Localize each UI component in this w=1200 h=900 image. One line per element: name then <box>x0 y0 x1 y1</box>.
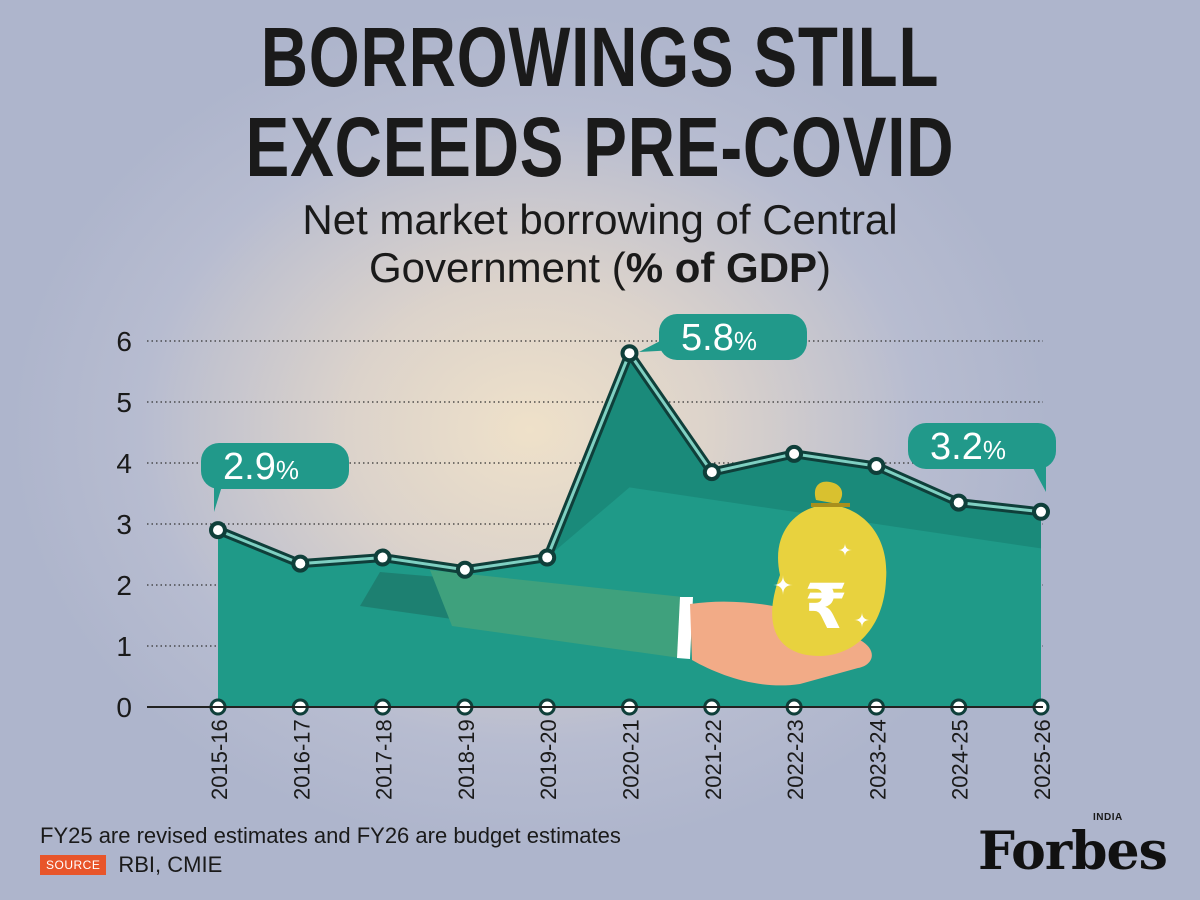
callouts: 2.9% 5.8% 3.2% <box>201 314 1056 512</box>
data-point-2018-19 <box>455 560 474 579</box>
subtitle-line-2: Government ( <box>368 244 626 291</box>
x-tick-label-2023-24: 2023-24 <box>865 719 890 800</box>
chart-title: BORROWINGS STILL EXCEEDS PRE-COVID <box>132 12 1068 192</box>
sparkle-1 <box>854 612 870 628</box>
source-tag: SOURCE <box>40 855 107 875</box>
x-tick-label-2015-16: 2015-16 <box>207 719 232 800</box>
x-tick-label-2019-20: 2019-20 <box>536 719 561 800</box>
callout-tail-2020-21 <box>639 340 676 352</box>
x-tick-label-2024-25: 2024-25 <box>948 719 973 800</box>
source-row: SOURCE RBI, CMIE <box>40 852 222 878</box>
x-tick-label-2017-18: 2017-18 <box>372 719 397 800</box>
x-tick-label-2018-19: 2018-19 <box>454 719 479 800</box>
x-tick-label-2020-21: 2020-21 <box>619 719 644 800</box>
logo-subtext: INDIA <box>1093 812 1123 823</box>
callout-tail-2025-26 <box>1032 466 1046 492</box>
title-line-1: BORROWINGS STILL <box>260 10 940 104</box>
y-tick-label-4: 4 <box>116 448 132 479</box>
data-point-2023-24 <box>867 457 886 476</box>
x-tick-label-2016-17: 2016-17 <box>289 719 314 800</box>
sparkle-0 <box>773 575 793 595</box>
data-markers <box>209 344 1050 716</box>
data-point-2016-17 <box>291 554 310 573</box>
x-tick-label-2021-22: 2021-22 <box>701 719 726 800</box>
data-point-2021-22 <box>702 463 721 482</box>
money-bag-neck <box>814 481 843 504</box>
title-line-2: EXCEEDS PRE-COVID <box>245 100 955 194</box>
callout-box-2015-16 <box>201 443 349 489</box>
x-tick-label-2022-23: 2022-23 <box>783 719 808 800</box>
chart-subtitle: Net market borrowing of Central Governme… <box>0 196 1200 292</box>
data-point-2019-20 <box>538 548 557 567</box>
forbes-india-logo: Forbes INDIA <box>978 810 1168 880</box>
y-tick-label-5: 5 <box>116 387 132 418</box>
y-tick-label-3: 3 <box>116 509 132 540</box>
data-point-2022-23 <box>785 444 804 463</box>
subtitle-line-1: Net market borrowing of Central <box>302 196 898 243</box>
data-point-2025-26 <box>1032 502 1050 521</box>
data-point-2015-16 <box>209 521 227 540</box>
data-point-2017-18 <box>373 548 392 567</box>
source-text: RBI, CMIE <box>118 852 223 877</box>
data-point-2024-25 <box>949 493 968 512</box>
hand <box>690 601 872 686</box>
x-tick-label-2025-26: 2025-26 <box>1030 719 1055 800</box>
callout-box-2025-26 <box>908 423 1056 469</box>
data-point-2020-21 <box>620 344 639 363</box>
sleeve <box>430 570 683 658</box>
rupee-symbol: ₹ <box>804 570 847 643</box>
area-fill <box>218 353 1041 707</box>
money-bag-illustration: ₹ <box>360 481 887 686</box>
callout-label-2025-26: 3.2% <box>930 426 1006 468</box>
logo-wordmark: Forbes <box>978 821 1168 882</box>
footnote: FY25 are revised estimates and FY26 are … <box>40 823 621 848</box>
subtitle-close: ) <box>817 244 832 291</box>
callout-box-2020-21 <box>659 314 807 360</box>
subtitle-unit: % of GDP <box>625 244 818 291</box>
callout-label-2015-16: 2.9% <box>223 446 299 488</box>
y-tick-label-1: 1 <box>116 631 132 662</box>
y-tick-label-2: 2 <box>116 570 132 601</box>
y-tick-label-6: 6 <box>116 326 132 357</box>
y-tick-label-0: 0 <box>116 692 132 723</box>
callout-tail-2015-16 <box>214 486 222 512</box>
shirt-cuff <box>677 597 693 659</box>
money-bag <box>772 505 887 656</box>
sparkle-2 <box>838 543 852 557</box>
axes: 0 1 2 3 4 5 6 2015-16 2016-17 2017-18 2018-19 2019-… <box>116 326 1055 800</box>
callout-label-2020-21: 5.8% <box>681 317 757 359</box>
